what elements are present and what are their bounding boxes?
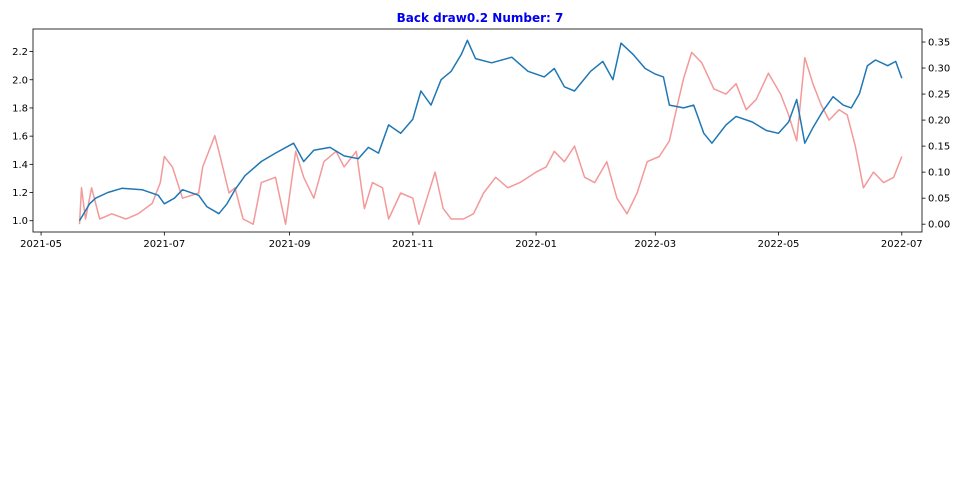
series-layer [78,39,903,225]
y-left-tick-label: 1.6 [12,132,28,143]
y-left-tick-label: 1.2 [12,188,28,199]
y-right-tick-label: 0.15 [928,142,950,153]
y-right-tick-label: 0.20 [928,116,950,127]
y-right-tick-label: 0.30 [928,64,950,75]
x-tick-label: 2022-03 [634,239,676,250]
series-line-right-axis [78,51,903,225]
y-right-tick-label: 0.10 [928,168,950,179]
x-tick-label: 2022-07 [881,239,923,250]
plot-frame [32,28,923,233]
y-left-tick-label: 2.0 [12,75,28,86]
x-tick-label: 2021-05 [20,239,62,250]
x-tick-label: 2022-01 [515,239,557,250]
y-right-tick-label: 0.35 [928,38,950,49]
y-left-tick-label: 1.8 [12,103,28,114]
y-right-tick-label: 0.05 [928,194,950,205]
axes-layer: 2021-05 2021-07 2021-09 2021-11 2022-01 2022-… [12,28,950,250]
x-tick-label: 2022-05 [758,239,800,250]
x-tick-label: 2021-09 [269,239,311,250]
y-left-tick-label: 2.2 [12,47,28,58]
y-right-tick-label: 0.00 [928,220,950,231]
x-tick-label: 2021-11 [392,239,434,250]
y-right-tick-label: 0.25 [928,90,950,101]
chart-title: Back draw0.2 Number: 7 [397,11,564,25]
x-tick-label: 2021-07 [143,239,185,250]
y-left-tick-label: 1.4 [12,160,28,171]
y-left-tick-label: 1.0 [12,216,28,227]
series-line-left-axis [78,39,903,222]
